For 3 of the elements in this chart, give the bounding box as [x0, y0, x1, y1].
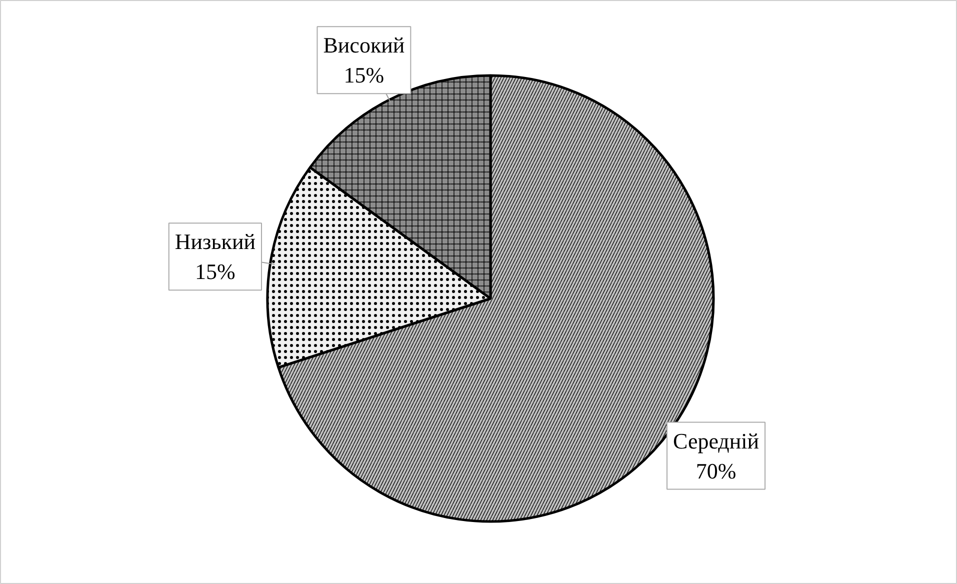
data-label: 15%	[195, 259, 236, 284]
slice-label: Високий	[323, 32, 405, 58]
slice-label: Низький	[174, 229, 256, 254]
